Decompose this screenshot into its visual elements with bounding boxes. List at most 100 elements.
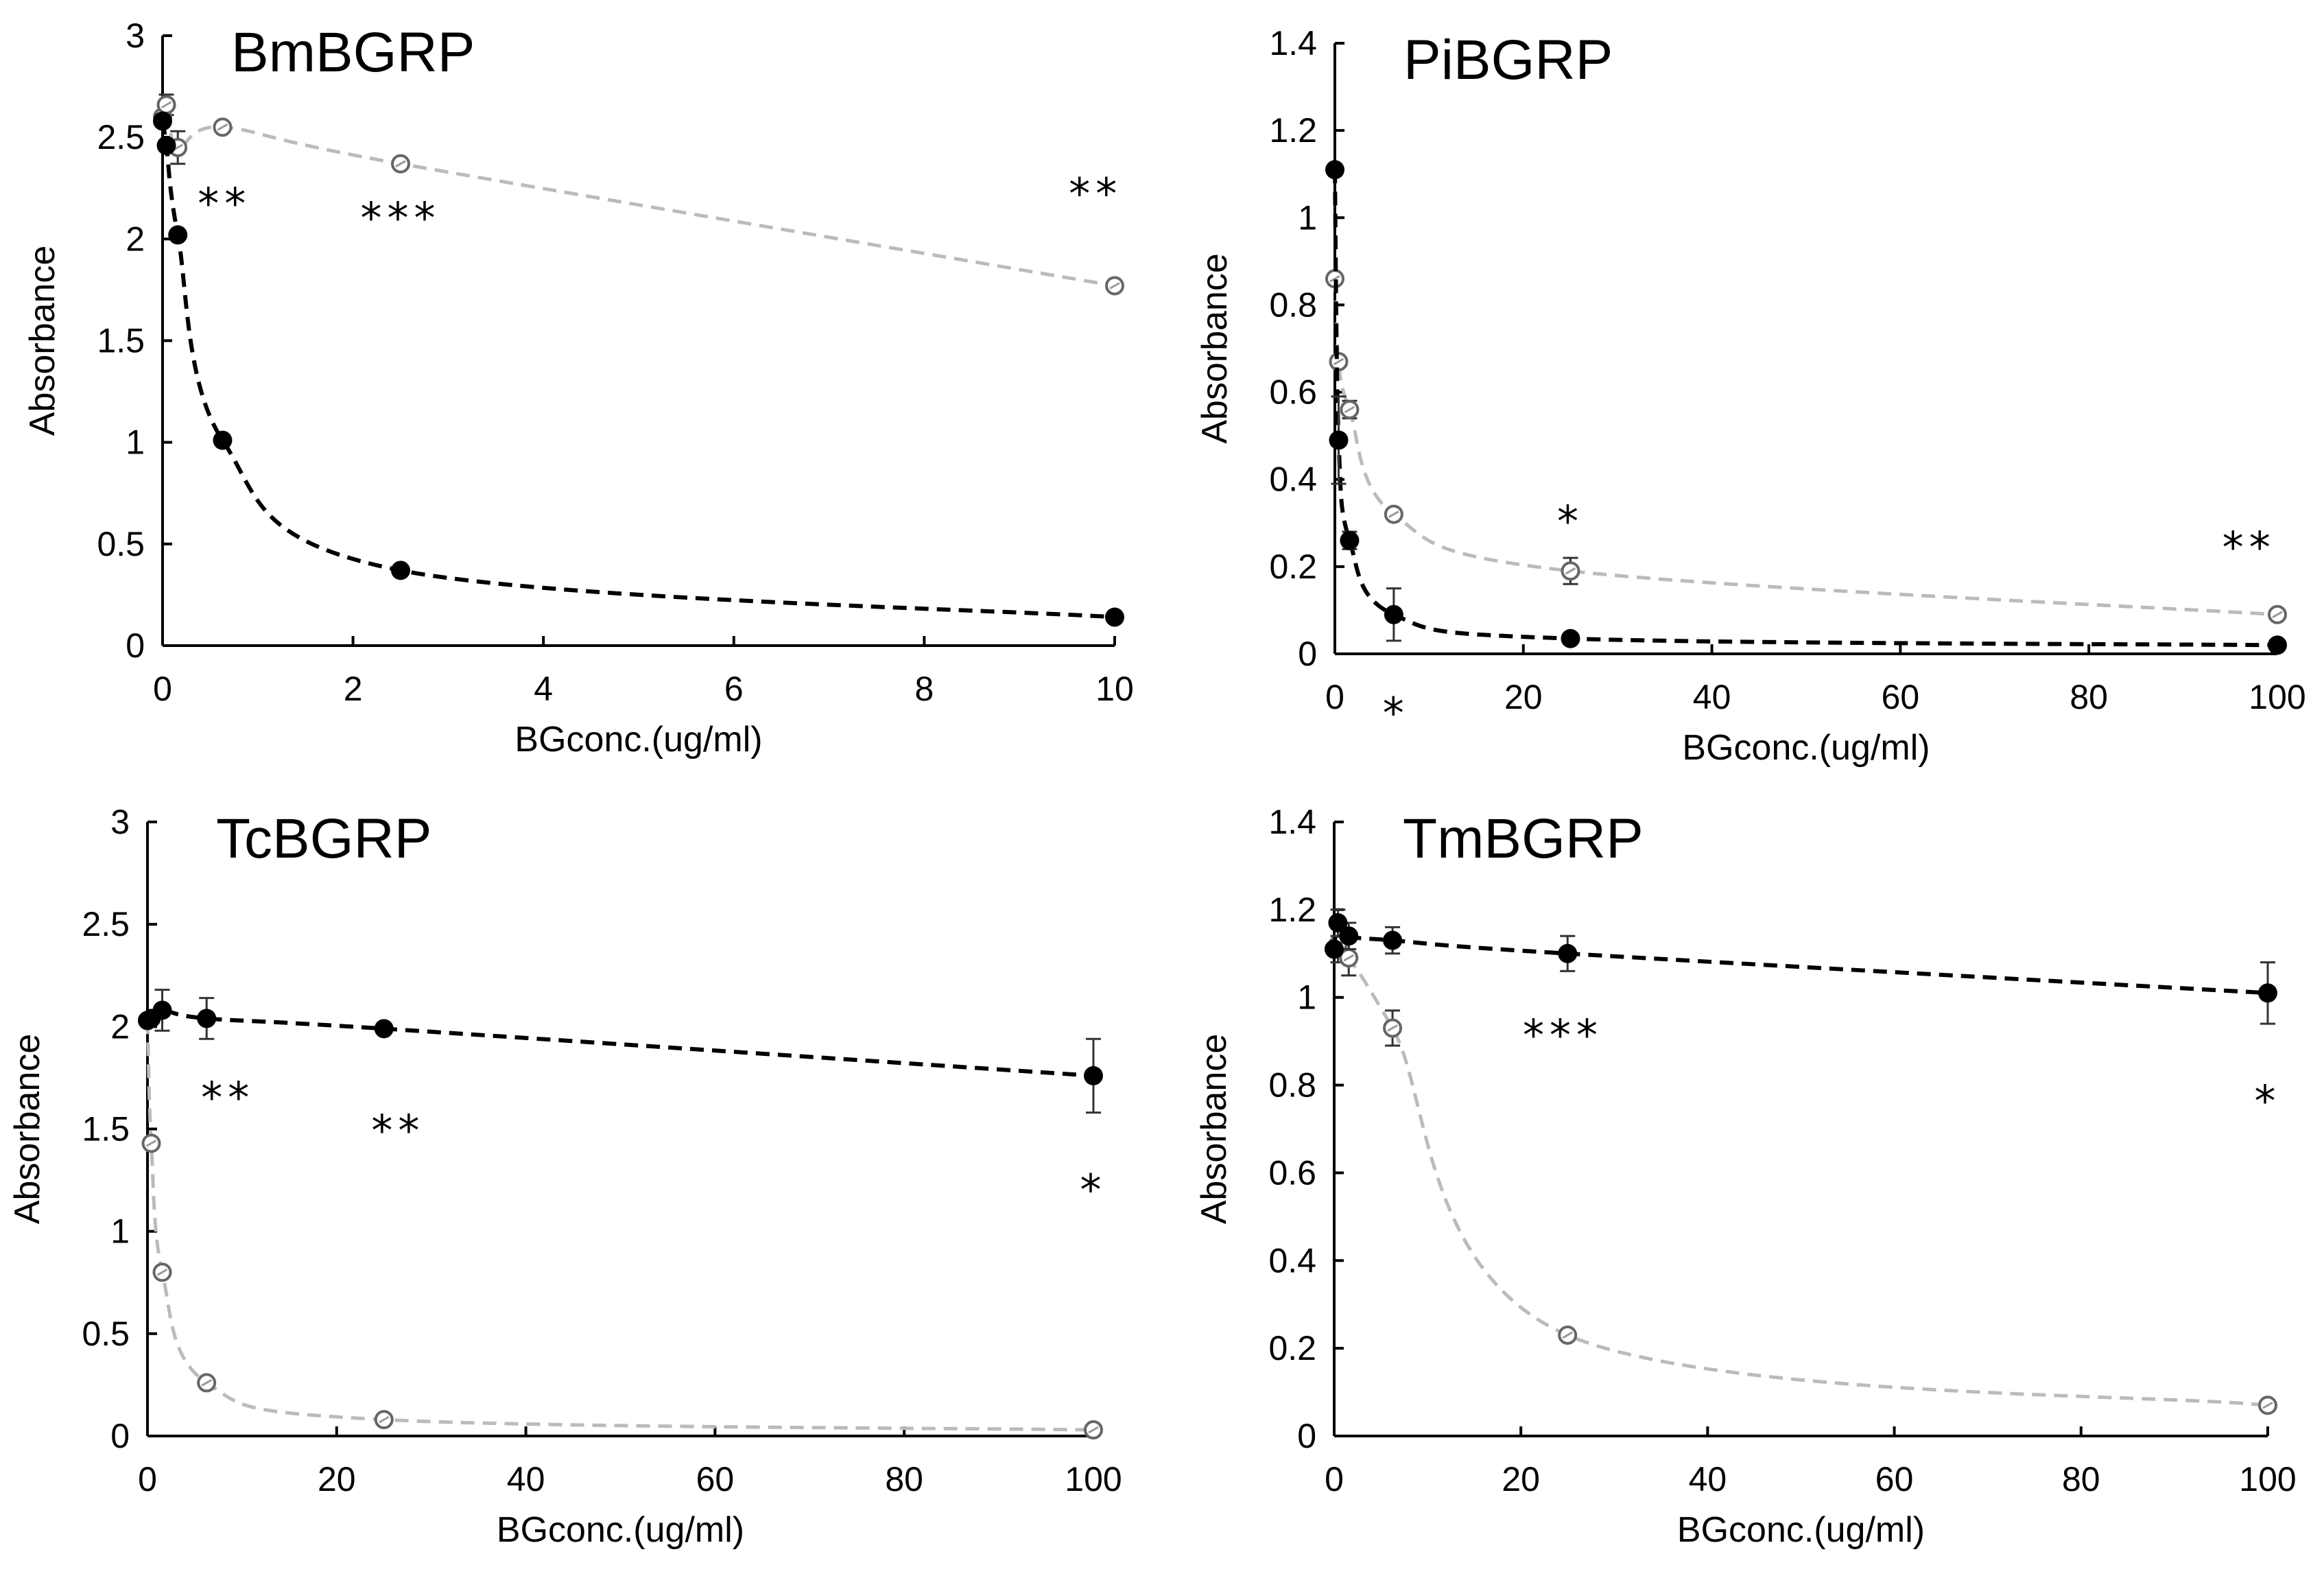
data-point-open-inner — [201, 1379, 212, 1387]
significance-annotation: * — [1557, 496, 1584, 546]
data-point-filled — [374, 1019, 394, 1039]
data-point-open-inner — [2262, 1401, 2273, 1409]
series-line-2 — [161, 120, 1115, 620]
y-tick-label: 0.5 — [82, 1315, 130, 1353]
data-point-filled — [2268, 635, 2287, 655]
significance-annotation: ** — [371, 1105, 425, 1155]
data-point-open-inner — [2272, 611, 2283, 619]
y-tick-label: 0.5 — [97, 525, 145, 563]
chart-panel-2: 0 0.2 0.4 0.6 0.8 1 1.2 1.4 0 20 40 60 80 100 BGconc.(… — [1195, 24, 2306, 768]
data-point-filled — [1105, 607, 1124, 627]
data-point-filled — [1325, 939, 1344, 959]
data-point-open-inner — [379, 1415, 390, 1424]
x-tick-label: 60 — [1875, 1460, 1914, 1498]
data-point-filled — [152, 1000, 172, 1020]
data-point-filled — [197, 1009, 217, 1028]
x-axis-title: BGconc.(ug/ml) — [1677, 1510, 1925, 1550]
y-axis-title: Absorbance — [1195, 253, 1235, 444]
x-tick-label: 40 — [1693, 678, 1731, 716]
y-tick-label: 0 — [110, 1417, 130, 1455]
data-point-filled — [168, 225, 188, 245]
series-line-1 — [145, 1020, 1094, 1432]
y-tick-label: 2 — [110, 1007, 130, 1046]
data-point-filled — [1340, 530, 1360, 550]
panel-title: PiBGRP — [1403, 29, 1613, 91]
x-tick-label: 20 — [318, 1460, 356, 1498]
panel-title: TcBGRP — [216, 808, 431, 870]
data-point-open-inner — [1565, 567, 1576, 575]
x-tick-label: 0 — [1325, 678, 1344, 716]
significance-annotation: ** — [198, 179, 251, 229]
x-tick-label: 100 — [2249, 678, 2305, 716]
y-tick-label: 1.5 — [82, 1110, 130, 1149]
data-point-open-inner — [1387, 1024, 1398, 1032]
y-tick-label: 1 — [126, 423, 145, 462]
x-tick-label: 60 — [1882, 678, 1920, 716]
x-tick-label: 80 — [885, 1460, 923, 1498]
significance-annotation: * — [2255, 1076, 2281, 1126]
data-point-open-inner — [156, 1269, 168, 1276]
x-tick-label: 8 — [914, 670, 934, 708]
x-tick-label: 0 — [1325, 1460, 1344, 1498]
y-tick-label: 1 — [110, 1212, 130, 1251]
x-tick-label: 10 — [1095, 670, 1134, 708]
y-tick-label: 0 — [1298, 635, 1317, 673]
y-tick-label: 0.6 — [1268, 1153, 1316, 1192]
y-tick-label: 0.2 — [1269, 548, 1317, 586]
chart-panel-3: 0 0.5 1 1.5 2 2.5 3 0 20 40 60 80 100 BGconc.(ug/ml) A… — [8, 803, 1122, 1550]
x-tick-label: 100 — [1065, 1460, 1122, 1498]
y-tick-label: 0.8 — [1269, 285, 1317, 324]
y-tick-label: 0.8 — [1268, 1066, 1316, 1105]
data-point-open-inner — [217, 123, 228, 131]
data-point-open-inner — [1333, 357, 1344, 366]
x-tick-label: 40 — [1689, 1460, 1727, 1498]
y-tick-label: 0.4 — [1268, 1241, 1316, 1280]
y-axis-title: Absorbance — [23, 246, 62, 436]
y-tick-label: 2.5 — [82, 905, 130, 943]
data-point-filled — [1339, 926, 1359, 946]
x-tick-label: 20 — [1502, 1460, 1540, 1498]
data-point-filled — [1383, 930, 1403, 950]
chart-panel-4: 0 0.2 0.4 0.6 0.8 1 1.2 1.4 0 20 40 60 80 100 BGconc.(… — [1194, 803, 2297, 1550]
y-tick-label: 0.2 — [1268, 1329, 1316, 1367]
significance-annotation: *** — [361, 193, 441, 243]
data-point-filled — [1384, 604, 1403, 624]
data-point-open-inner — [1088, 1426, 1099, 1434]
data-point-filled — [391, 561, 410, 580]
y-tick-label: 2.5 — [97, 118, 145, 156]
significance-annotation: * — [1383, 688, 1410, 738]
x-tick-label: 2 — [344, 670, 363, 708]
x-tick-label: 60 — [696, 1460, 735, 1498]
data-point-open-inner — [1109, 282, 1120, 290]
y-tick-label: 1.2 — [1269, 111, 1317, 150]
panel-title: TmBGRP — [1403, 808, 1644, 870]
significance-annotation: ** — [201, 1073, 254, 1123]
y-axis-title: Absorbance — [1194, 1034, 1234, 1225]
x-tick-label: 20 — [1504, 678, 1543, 716]
y-tick-label: 1.2 — [1268, 891, 1316, 929]
x-tick-label: 4 — [534, 670, 553, 708]
x-axis-title: BGconc.(ug/ml) — [514, 720, 762, 760]
data-point-filled — [213, 430, 233, 450]
data-point-filled — [156, 136, 176, 156]
data-point-open-inner — [161, 101, 172, 109]
data-point-filled — [1328, 913, 1348, 933]
x-tick-label: 6 — [724, 670, 744, 708]
data-point-open-inner — [1344, 405, 1355, 414]
data-point-open-inner — [1388, 510, 1399, 518]
y-tick-label: 1.5 — [97, 322, 145, 360]
data-point-filled — [1325, 160, 1344, 180]
significance-annotation: * — [1080, 1165, 1107, 1215]
significance-annotation: *** — [1523, 1010, 1603, 1060]
y-tick-label: 0.6 — [1269, 373, 1317, 412]
y-tick-label: 1.4 — [1268, 803, 1316, 841]
significance-annotation: ** — [1069, 169, 1122, 219]
x-tick-label: 80 — [2070, 678, 2108, 716]
data-point-filled — [153, 111, 172, 131]
x-tick-label: 40 — [507, 1460, 545, 1498]
data-point-open-inner — [1562, 1331, 1573, 1339]
data-point-open-inner — [395, 160, 406, 167]
data-point-filled — [1329, 430, 1349, 450]
y-tick-label: 0 — [126, 626, 145, 665]
